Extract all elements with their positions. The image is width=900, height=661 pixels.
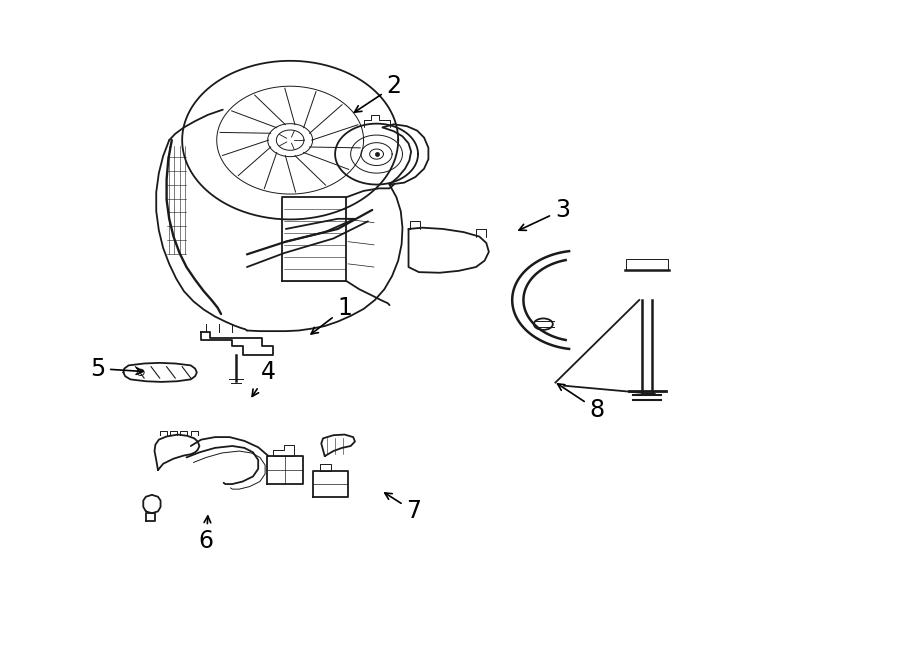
Text: 5: 5: [90, 356, 143, 381]
Text: 1: 1: [311, 296, 352, 334]
Text: 3: 3: [519, 198, 570, 231]
Text: 6: 6: [199, 516, 214, 553]
Text: 2: 2: [355, 74, 401, 112]
Text: 7: 7: [385, 493, 421, 524]
Text: 8: 8: [558, 384, 605, 422]
Text: 4: 4: [252, 360, 276, 397]
